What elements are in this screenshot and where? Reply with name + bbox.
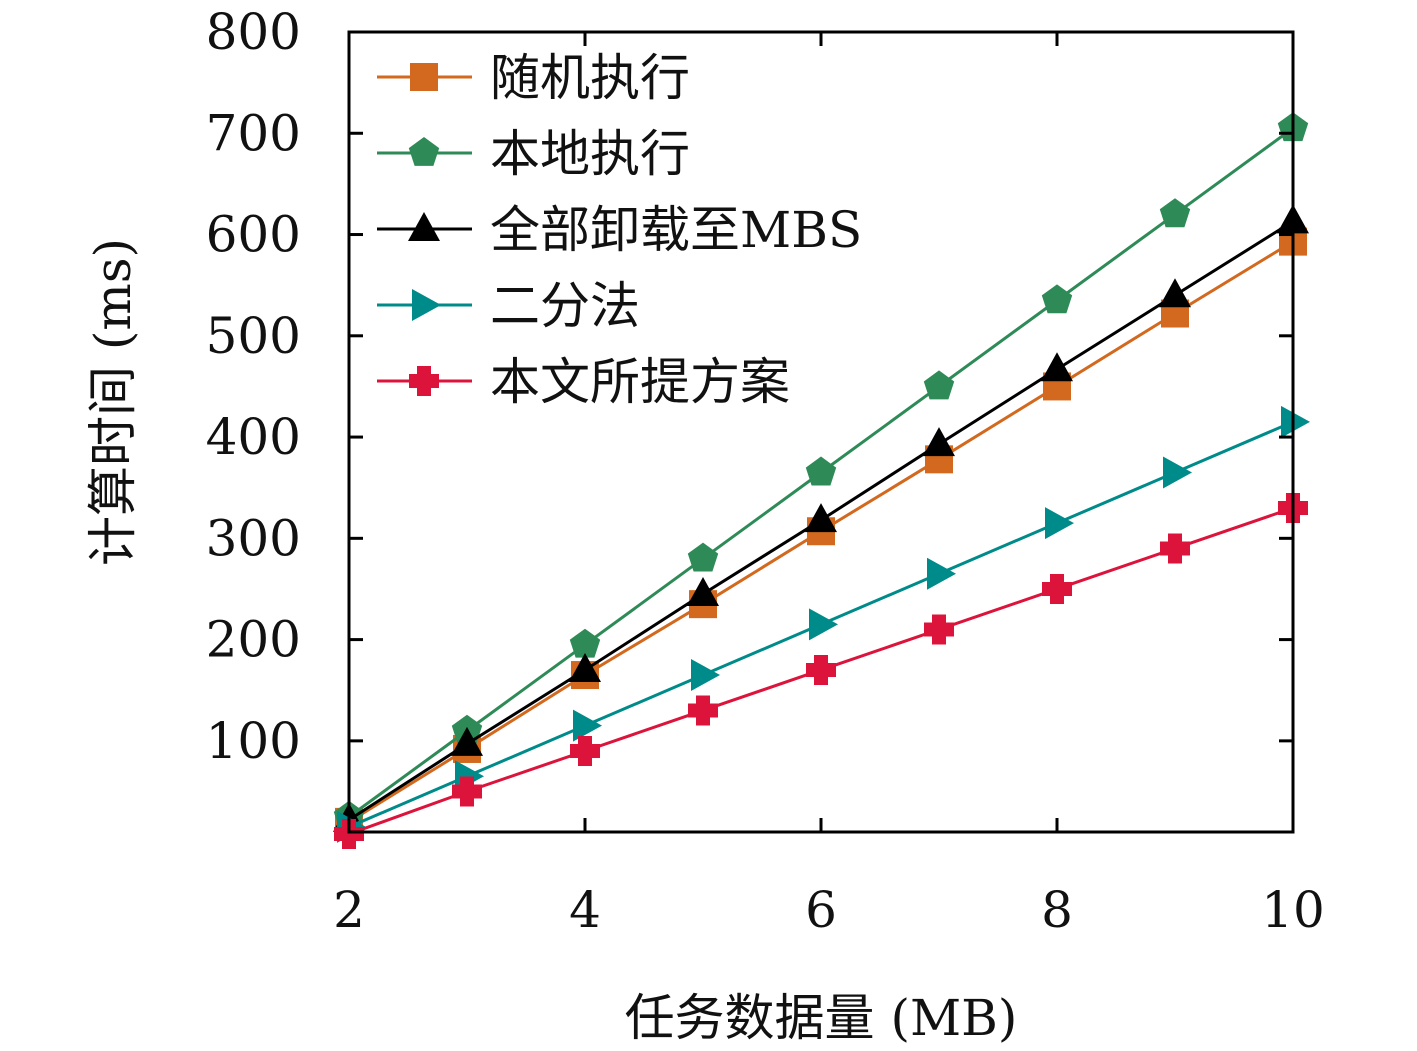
x-tick-label: 4 — [569, 881, 601, 939]
x-axis-title: 任务数据量 (MB) — [625, 989, 1018, 1047]
ticks-layer: 2 4 6 8 10 100 200 300 400 500 600 700 800 — [206, 3, 1325, 939]
data-point — [1042, 573, 1072, 604]
legend-marker — [412, 289, 441, 321]
legend-label: 全部卸载至MBS — [490, 201, 862, 259]
data-point — [452, 776, 482, 807]
data-point — [569, 652, 601, 682]
legend-label: 二分法 — [490, 277, 640, 335]
data-point — [569, 628, 601, 658]
data-point — [687, 577, 719, 607]
legend-entry: 全部卸载至MBS — [377, 201, 862, 259]
legend-label: 本文所提方案 — [490, 353, 790, 411]
data-point — [451, 726, 483, 756]
legend-marker — [409, 366, 439, 396]
y-tick-label: 600 — [206, 206, 301, 264]
data-point — [805, 503, 837, 533]
x-tick-label: 6 — [805, 881, 837, 939]
legend-entry: 本文所提方案 — [377, 353, 790, 411]
y-axis-title: 计算时间 (ms) — [84, 238, 142, 566]
data-point — [1281, 405, 1310, 438]
data-point — [1041, 352, 1073, 382]
data-point — [691, 659, 720, 692]
data-point — [1159, 198, 1191, 228]
data-point — [809, 608, 838, 641]
legend-marker — [410, 63, 438, 91]
legend-label: 本地执行 — [490, 125, 690, 183]
legend-entry: 二分法 — [377, 277, 640, 335]
y-tick-label: 200 — [206, 611, 301, 669]
x-tick-label: 2 — [333, 881, 365, 939]
data-point — [1163, 456, 1192, 489]
data-point — [688, 695, 718, 726]
legend-entry: 随机执行 — [377, 49, 690, 107]
data-point — [927, 557, 956, 590]
legend-entry: 本地执行 — [377, 125, 690, 183]
legend-marker — [408, 212, 440, 241]
series-3 — [333, 204, 1309, 832]
series-layer — [333, 112, 1310, 850]
data-point — [805, 456, 837, 486]
data-point — [334, 819, 364, 850]
series-5 — [334, 492, 1308, 850]
y-tick-label: 800 — [206, 3, 301, 61]
data-point — [806, 654, 836, 685]
data-point — [1160, 533, 1190, 564]
legend-label: 随机执行 — [490, 49, 690, 107]
data-point — [923, 427, 955, 457]
x-tick-label: 10 — [1261, 881, 1325, 939]
y-tick-label: 500 — [206, 307, 301, 365]
y-tick-label: 100 — [206, 712, 301, 770]
data-point — [570, 735, 600, 766]
data-point — [924, 614, 954, 645]
data-point — [923, 370, 955, 400]
y-tick-label: 400 — [206, 408, 301, 466]
x-tick-label: 8 — [1041, 881, 1073, 939]
y-tick-label: 700 — [206, 104, 301, 162]
data-point — [1159, 278, 1191, 308]
data-point — [573, 709, 602, 742]
legend-marker — [408, 137, 440, 166]
data-point — [687, 542, 719, 572]
series-4 — [337, 405, 1310, 843]
data-point — [1045, 507, 1074, 540]
data-point — [1041, 284, 1073, 314]
y-tick-label: 300 — [206, 509, 301, 567]
